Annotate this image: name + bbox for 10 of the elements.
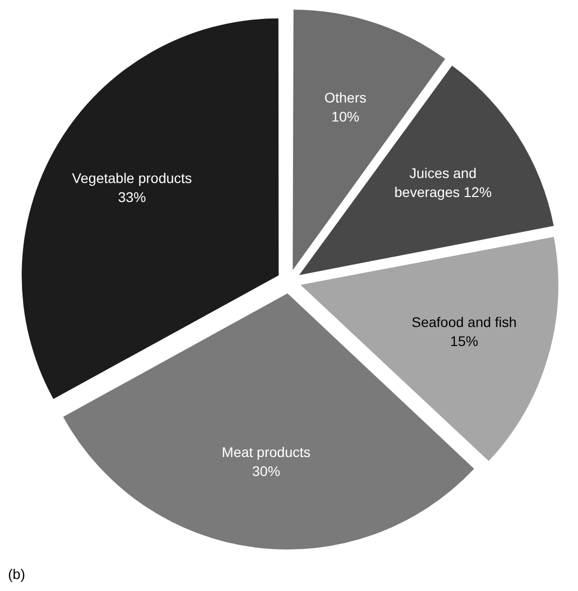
slice-label: Vegetable products	[72, 170, 192, 186]
slice-label: Others	[324, 89, 366, 106]
data-label: 33%	[118, 189, 146, 206]
data-label: 30%	[252, 462, 280, 479]
slice-label: Meat products	[222, 444, 310, 460]
data-label: 15%	[450, 332, 478, 349]
slice-label: Juices and beverages 12%	[394, 165, 492, 200]
slice-label: Seafood and fish	[412, 314, 517, 330]
text: (b)	[8, 566, 26, 582]
data-label: 10%	[331, 108, 360, 124]
